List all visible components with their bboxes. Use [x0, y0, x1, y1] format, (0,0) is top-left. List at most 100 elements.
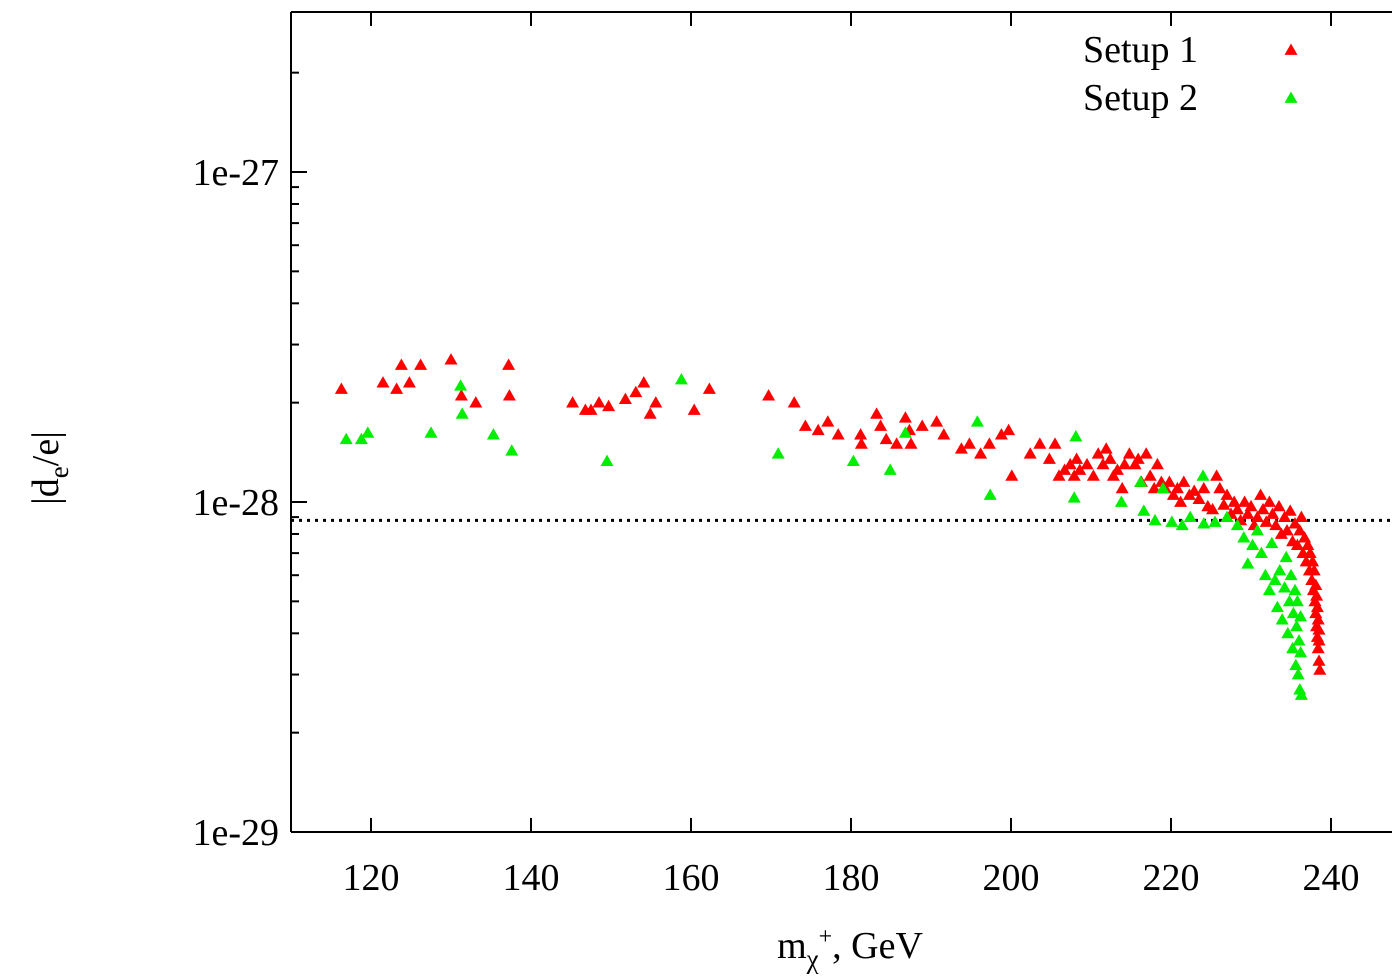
- point-setup-1: [618, 392, 632, 404]
- point-setup-2: [455, 407, 469, 419]
- point-setup-1: [629, 385, 643, 398]
- point-setup-1: [687, 403, 701, 415]
- point-setup-1: [811, 423, 825, 436]
- point-setup-1: [798, 419, 812, 431]
- legend-marker-setup-2: [1284, 91, 1298, 103]
- point-setup-2: [1137, 504, 1151, 516]
- point-setup-1: [787, 396, 801, 408]
- point-setup-1: [982, 437, 996, 449]
- point-setup-2: [1284, 568, 1298, 581]
- y-axis: 1e-29 1e-28 1e-27: [192, 71, 307, 854]
- point-setup-1: [1280, 523, 1294, 536]
- point-setup-1: [1310, 589, 1324, 601]
- point-setup-1: [1005, 469, 1019, 481]
- point-setup-1: [1269, 518, 1283, 531]
- point-setup-1: [1067, 469, 1081, 481]
- point-setup-1: [1052, 469, 1066, 481]
- point-setup-1: [394, 358, 408, 370]
- plot-frame: [290, 11, 1392, 833]
- legend-label-setup-1: Setup 1: [1083, 29, 1198, 71]
- point-setup-1: [1312, 634, 1326, 646]
- x-tick-label: 160: [663, 857, 720, 899]
- point-setup-1: [566, 396, 580, 408]
- point-setup-1: [1313, 663, 1327, 675]
- point-setup-1: [1099, 442, 1113, 454]
- point-setup-2: [1290, 594, 1304, 607]
- point-setup-2: [970, 415, 984, 427]
- point-setup-2: [1290, 619, 1304, 632]
- x-axis-title: mχ+, GeV: [777, 924, 923, 974]
- point-setup-2: [505, 444, 519, 456]
- point-setup-1: [1250, 510, 1264, 522]
- point-setup-1: [1293, 523, 1307, 536]
- point-setup-1: [1244, 499, 1258, 512]
- point-setup-2: [1183, 510, 1197, 522]
- point-setup-1: [890, 437, 904, 449]
- x-tick-label: 200: [983, 857, 1040, 899]
- x-tick-label: 220: [1143, 857, 1200, 899]
- point-setup-1: [454, 389, 468, 401]
- point-setup-1: [1139, 447, 1153, 459]
- x-tick-label: 140: [503, 857, 560, 899]
- point-setup-1: [414, 358, 428, 370]
- point-setup-1: [1259, 515, 1273, 527]
- legend: Setup 1 Setup 2: [1083, 29, 1298, 119]
- point-setup-1: [1311, 641, 1325, 654]
- point-setup-1: [854, 428, 868, 440]
- point-setup-1: [1294, 510, 1308, 522]
- point-setup-1: [1288, 517, 1302, 529]
- point-setup-1: [643, 407, 657, 419]
- point-setup-2: [898, 426, 912, 438]
- point-setup-2: [883, 463, 897, 475]
- point-setup-2: [1294, 688, 1308, 700]
- point-setup-1: [962, 437, 976, 449]
- point-setup-2: [1246, 538, 1260, 551]
- point-setup-2: [1069, 429, 1083, 442]
- y-axis-title: |de/e|: [25, 431, 74, 505]
- point-setup-1: [1115, 481, 1129, 494]
- point-setup-1: [1131, 452, 1145, 464]
- point-setup-1: [1220, 488, 1234, 500]
- point-setup-1: [637, 376, 651, 388]
- point-setup-1: [1143, 469, 1157, 481]
- point-setup-2: [1268, 573, 1282, 585]
- x-tick-label: 180: [823, 857, 880, 899]
- point-setup-1: [1307, 564, 1321, 576]
- point-setup-2: [1294, 609, 1308, 622]
- point-setup-1: [1262, 495, 1276, 507]
- point-setup-2: [1286, 641, 1300, 654]
- x-tick-label: 120: [343, 857, 400, 899]
- point-setup-1: [1177, 475, 1191, 487]
- point-setup-2: [1175, 518, 1189, 531]
- point-setup-1: [1206, 502, 1220, 515]
- point-setup-1: [1230, 502, 1244, 515]
- point-setup-2: [1288, 583, 1302, 596]
- point-setup-1: [376, 376, 390, 388]
- x-tick-label: 240: [1303, 857, 1360, 899]
- point-setup-1: [1162, 475, 1176, 487]
- point-setup-1: [898, 411, 912, 423]
- point-setup-1: [1073, 463, 1087, 475]
- point-setup-1: [584, 403, 598, 415]
- point-setup-2: [1258, 568, 1272, 581]
- point-setup-1: [821, 415, 835, 427]
- point-setup-2: [1134, 475, 1148, 487]
- point-setup-1: [1254, 488, 1268, 500]
- point-setup-1: [1283, 504, 1297, 516]
- point-setup-1: [930, 415, 944, 427]
- point-setup-1: [1290, 538, 1304, 551]
- point-setup-2: [454, 379, 468, 391]
- point-setup-2: [1273, 564, 1287, 576]
- point-setup-1: [649, 396, 663, 408]
- point-setup-1: [1070, 452, 1084, 464]
- point-setup-1: [444, 353, 458, 365]
- point-setup-1: [502, 358, 516, 370]
- point-setup-2: [1230, 518, 1244, 531]
- point-setup-2: [1289, 658, 1303, 671]
- point-setup-2: [1262, 583, 1276, 596]
- point-setup-2: [1270, 600, 1284, 613]
- point-setup-1: [1110, 463, 1124, 475]
- point-setup-1: [469, 396, 483, 408]
- point-setup-2: [1220, 510, 1234, 522]
